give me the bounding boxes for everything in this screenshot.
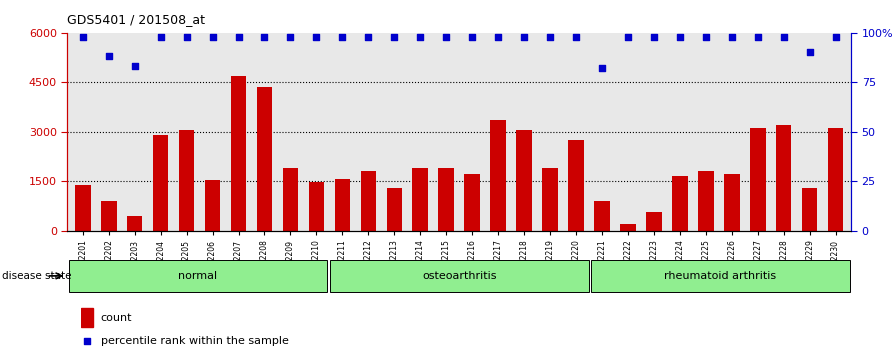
Bar <box>386 188 402 231</box>
Point <box>517 34 531 40</box>
Point <box>465 34 479 40</box>
Bar <box>75 185 90 231</box>
Point <box>803 50 817 56</box>
Bar <box>179 130 194 231</box>
Text: GDS5401 / 201508_at: GDS5401 / 201508_at <box>67 13 205 26</box>
Point <box>335 34 349 40</box>
Bar <box>101 201 116 231</box>
Text: percentile rank within the sample: percentile rank within the sample <box>100 337 289 347</box>
Bar <box>672 176 687 231</box>
Bar <box>594 201 610 231</box>
Point <box>179 34 194 40</box>
Bar <box>334 179 350 231</box>
Text: disease state: disease state <box>2 271 72 281</box>
Point <box>647 34 661 40</box>
FancyBboxPatch shape <box>330 260 589 292</box>
Point <box>361 34 375 40</box>
Bar <box>828 128 843 231</box>
Bar <box>412 168 428 231</box>
Bar <box>205 180 220 231</box>
Bar <box>802 188 817 231</box>
Bar <box>360 171 376 231</box>
Point <box>257 34 271 40</box>
Bar <box>127 216 142 231</box>
Bar <box>438 168 454 231</box>
Point <box>673 34 687 40</box>
Bar <box>153 135 168 231</box>
Point <box>699 34 713 40</box>
Bar <box>542 168 558 231</box>
Bar <box>516 130 532 231</box>
Point <box>595 65 609 71</box>
Text: rheumatoid arthritis: rheumatoid arthritis <box>665 271 777 281</box>
Bar <box>750 128 765 231</box>
Text: osteoarthritis: osteoarthritis <box>422 271 496 281</box>
Bar <box>724 175 739 231</box>
Point <box>725 34 739 40</box>
Point <box>439 34 453 40</box>
FancyBboxPatch shape <box>591 260 850 292</box>
Point <box>413 34 427 40</box>
Bar <box>568 140 584 231</box>
Bar <box>776 125 791 231</box>
Bar <box>490 120 506 231</box>
Bar <box>464 175 480 231</box>
Point <box>231 34 246 40</box>
Point <box>283 34 297 40</box>
Text: count: count <box>100 313 133 323</box>
Point <box>543 34 557 40</box>
Point <box>80 339 94 344</box>
Text: normal: normal <box>178 271 218 281</box>
Point <box>621 34 635 40</box>
Point <box>491 34 505 40</box>
FancyBboxPatch shape <box>68 260 327 292</box>
Point <box>309 34 323 40</box>
Bar <box>698 171 713 231</box>
Bar <box>257 87 272 231</box>
Point <box>75 34 90 40</box>
Bar <box>308 182 324 231</box>
Point <box>153 34 168 40</box>
Point <box>569 34 583 40</box>
Point <box>127 64 142 69</box>
Bar <box>282 168 298 231</box>
Point <box>387 34 401 40</box>
Point <box>101 53 116 59</box>
Bar <box>81 309 93 327</box>
Bar <box>646 212 661 231</box>
Point <box>751 34 765 40</box>
Point <box>829 34 843 40</box>
Point <box>205 34 220 40</box>
Bar <box>620 224 636 231</box>
Bar <box>231 76 246 231</box>
Point <box>777 34 791 40</box>
